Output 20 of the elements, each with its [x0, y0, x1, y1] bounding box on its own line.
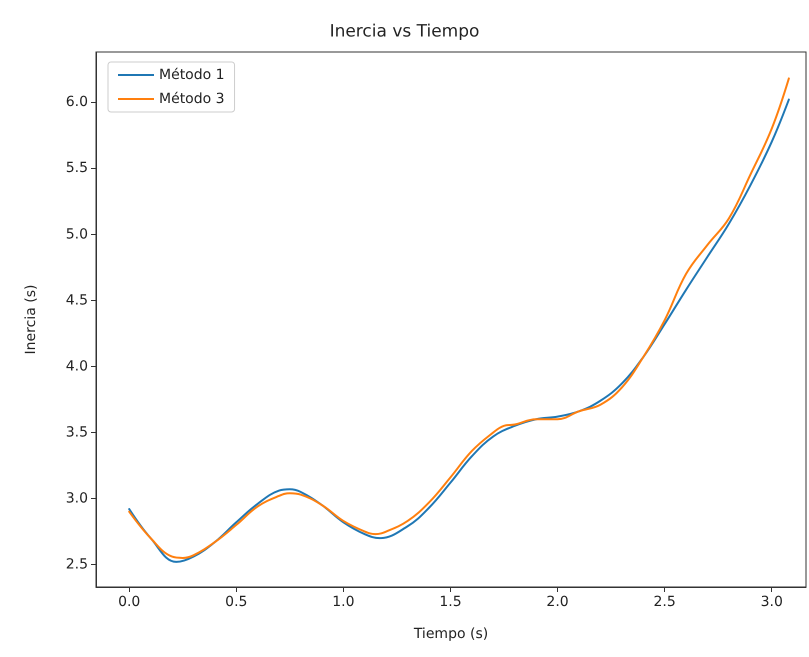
x-tick-label: 2.5: [654, 594, 676, 610]
x-axis-title: Tiempo (s): [412, 626, 488, 642]
legend-label: Método 1: [159, 67, 225, 83]
chart-title: Inercia vs Tiempo: [330, 22, 480, 42]
legend-label: Método 3: [159, 91, 225, 107]
y-axis-title: Inercia (s): [23, 284, 39, 354]
y-tick-label: 3.0: [66, 490, 88, 506]
x-tick-label: 1.5: [439, 594, 462, 610]
y-tick-label: 4.5: [66, 292, 88, 308]
x-tick-label: 0.5: [225, 594, 248, 610]
x-tick-label: 2.0: [546, 594, 569, 610]
y-tick-label: 3.5: [66, 424, 88, 440]
y-tick-label: 6.0: [66, 94, 88, 110]
x-tick-label: 0.0: [118, 594, 140, 610]
x-tick-label: 3.0: [760, 594, 783, 610]
y-tick-label: 4.0: [66, 358, 88, 374]
y-tick-label: 5.5: [66, 160, 88, 176]
y-tick-label: 5.0: [66, 226, 88, 242]
x-tick-label: 1.0: [332, 594, 355, 610]
y-tick-label: 2.5: [66, 556, 88, 573]
